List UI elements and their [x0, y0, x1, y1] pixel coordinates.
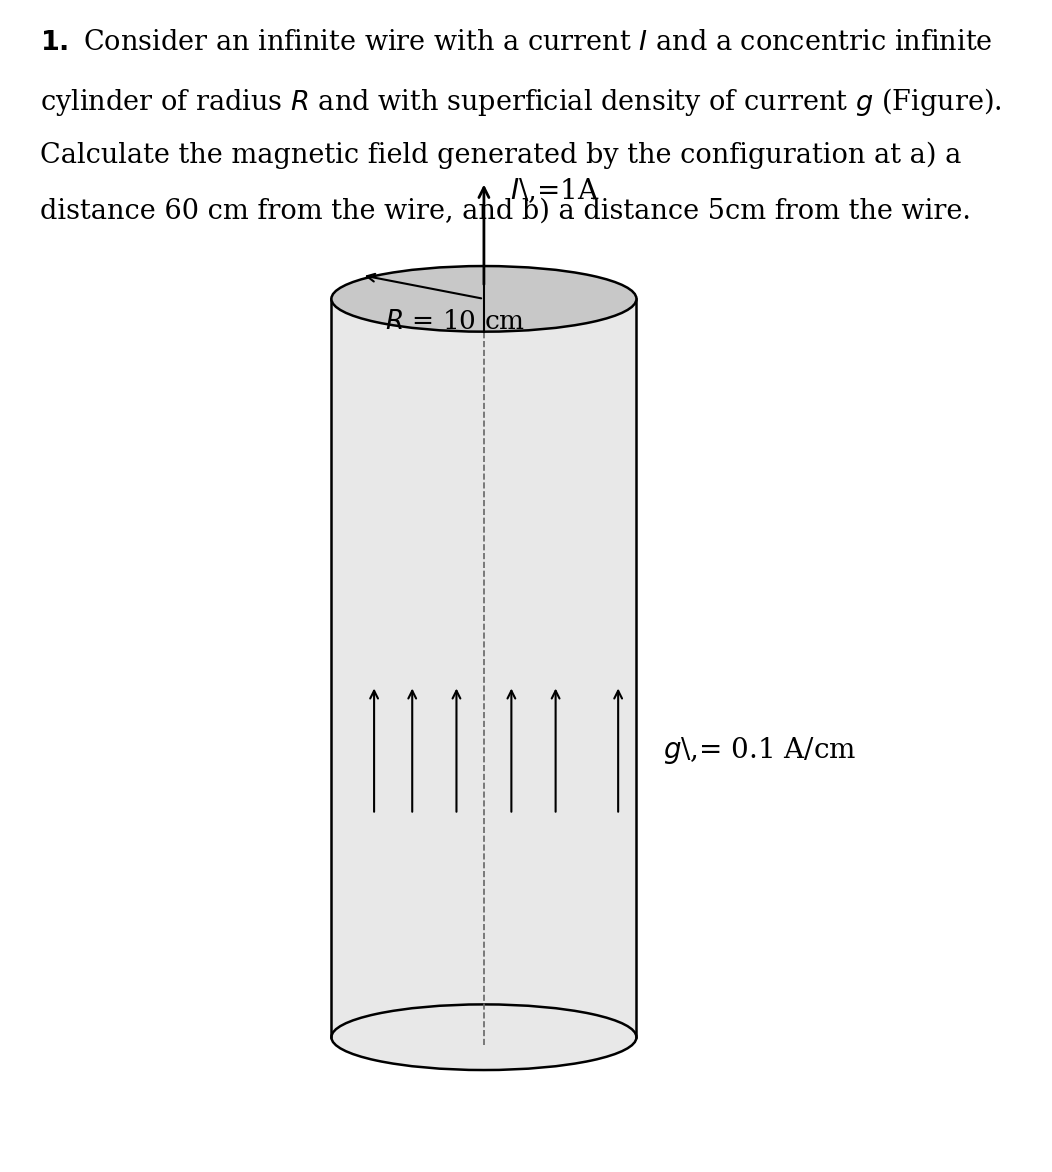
Text: $I$\,=1A: $I$\,=1A — [510, 176, 600, 205]
Text: distance 60 cm from the wire, and b) a distance 5cm from the wire.: distance 60 cm from the wire, and b) a d… — [40, 198, 971, 225]
Text: Calculate the magnetic field generated by the configuration at a) a: Calculate the magnetic field generated b… — [40, 142, 962, 169]
Text: $R$ = 10 cm: $R$ = 10 cm — [385, 308, 525, 334]
Text: $\mathbf{1.}$ Consider an infinite wire with a current $I$ and a concentric infi: $\mathbf{1.}$ Consider an infinite wire … — [40, 29, 992, 56]
Text: $g$\,= 0.1 A/cm: $g$\,= 0.1 A/cm — [663, 735, 856, 765]
Polygon shape — [331, 299, 636, 1037]
Ellipse shape — [331, 1004, 636, 1070]
Ellipse shape — [331, 266, 636, 332]
Text: cylinder of radius $R$ and with superficial density of current $g$ (Figure).: cylinder of radius $R$ and with superfic… — [40, 86, 1002, 117]
